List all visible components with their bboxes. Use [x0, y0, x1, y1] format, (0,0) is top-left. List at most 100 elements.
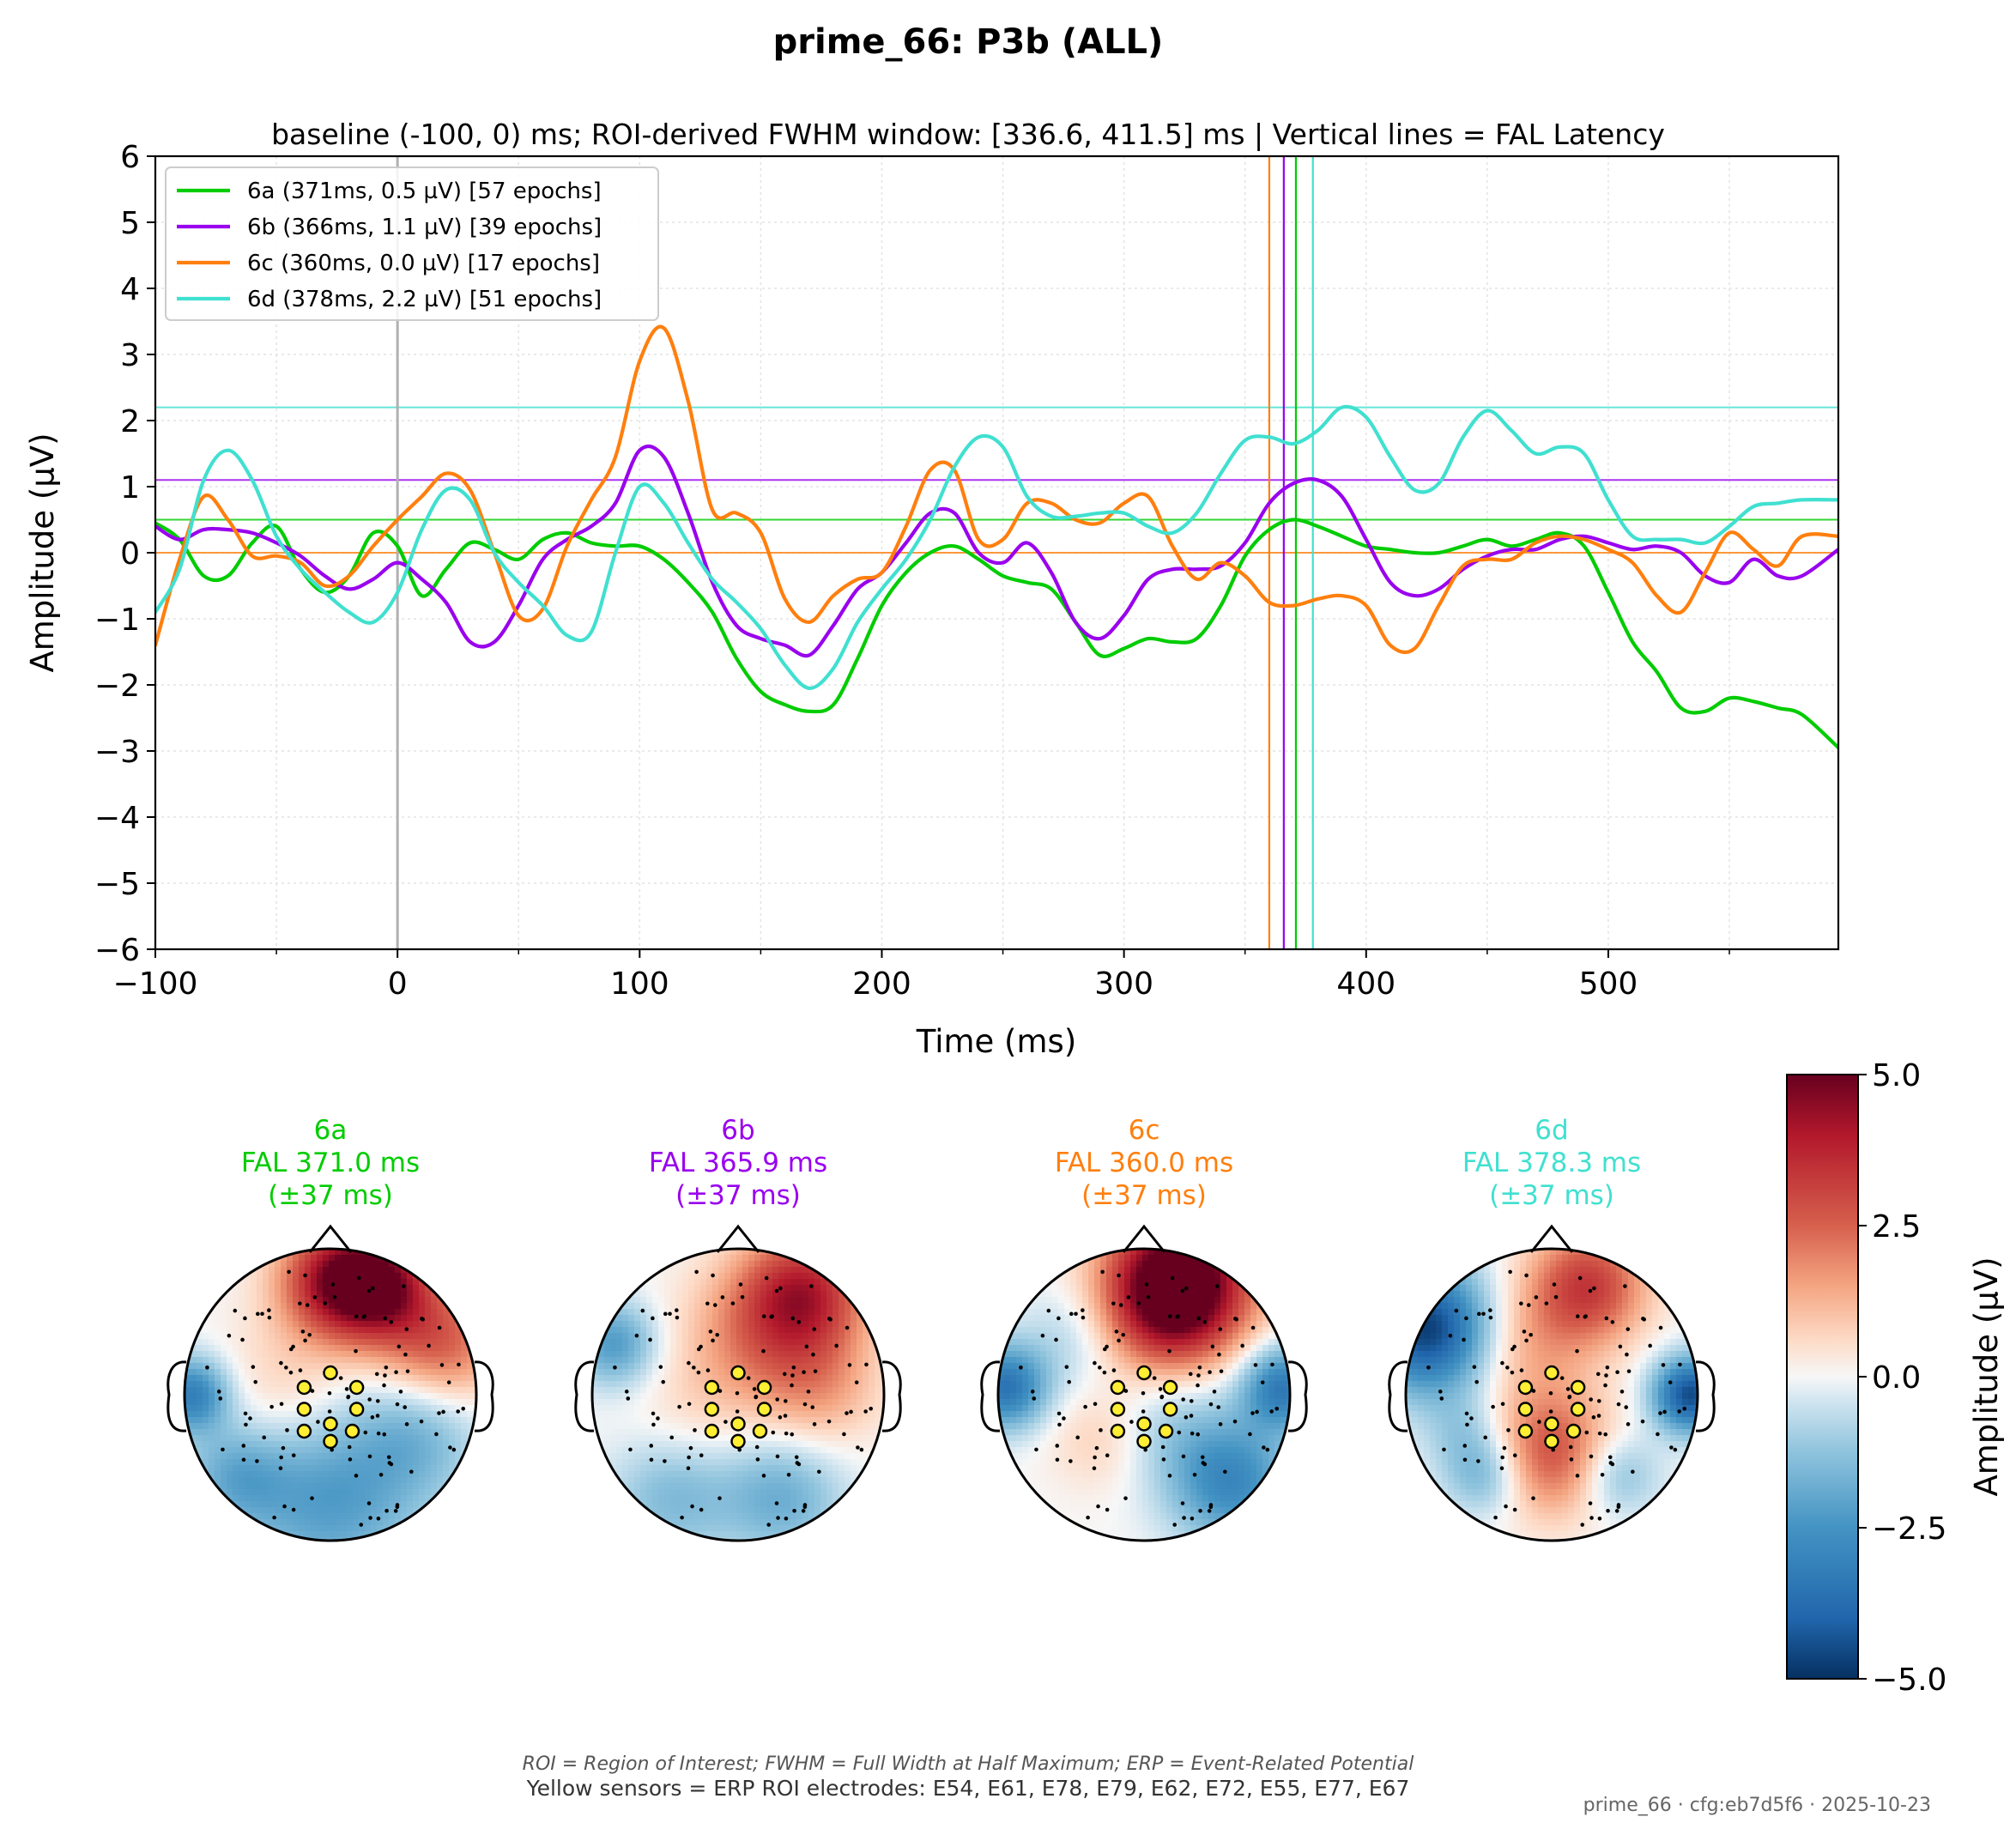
sensor-dot — [403, 1405, 408, 1409]
sensor-dot — [1223, 1469, 1227, 1475]
left-ear-outline — [166, 1360, 187, 1432]
roi-sensor — [1517, 1423, 1534, 1439]
sensor-dot — [687, 1360, 691, 1366]
sensor-dot — [675, 1308, 679, 1312]
sensor-dot — [441, 1409, 445, 1414]
roi-sensor — [1110, 1423, 1126, 1439]
series-lines — [155, 324, 1838, 750]
sensor-dot — [1083, 1404, 1087, 1409]
sensor-dot — [310, 1389, 315, 1393]
sensor-dot — [1190, 1431, 1195, 1436]
sensor-dot — [854, 1380, 859, 1384]
sensor-dot — [205, 1366, 209, 1370]
sensor-dot — [1603, 1383, 1607, 1388]
sensor-dot — [1589, 1397, 1593, 1402]
sensor-dot — [1506, 1428, 1510, 1432]
sensor-dot — [1181, 1454, 1186, 1459]
sensor-dot — [1526, 1303, 1531, 1307]
sensor-dot — [279, 1455, 283, 1460]
sensor-dot — [661, 1379, 666, 1384]
sensor-dot — [790, 1383, 794, 1388]
sensor-dot — [1219, 1369, 1224, 1373]
y-tick-label: 1 — [120, 470, 140, 506]
sensor-dot — [784, 1516, 789, 1521]
sensor-dot — [1255, 1409, 1259, 1414]
sensor-dot — [1464, 1316, 1468, 1321]
sensor-dot — [754, 1394, 759, 1399]
roi-sensor — [1517, 1379, 1534, 1396]
footnote-abbreviations: ROI = Region of Interest; FWHM = Full Wi… — [523, 1753, 1414, 1775]
sensor-dot — [1600, 1472, 1605, 1477]
sensor-dot — [796, 1320, 802, 1324]
sensor-dot — [1067, 1379, 1072, 1384]
sensor-dot — [1217, 1352, 1221, 1357]
sensor-dot — [761, 1474, 766, 1478]
sensor-dot — [1030, 1390, 1035, 1394]
sensor-dot — [1190, 1516, 1195, 1521]
y-tick-label: 4 — [120, 272, 140, 307]
sensor-dot — [624, 1390, 629, 1394]
sensor-dot — [1141, 1390, 1146, 1396]
sensor-dot — [864, 1362, 869, 1367]
sensor-dot — [669, 1435, 675, 1440]
sensor-dot — [439, 1363, 445, 1367]
sensor-dot — [427, 1343, 431, 1348]
sensor-dot — [1512, 1453, 1517, 1457]
topomap-pm-label: (±37 ms) — [675, 1180, 801, 1211]
sensor-dot — [1274, 1406, 1280, 1411]
sensor-dot — [1575, 1348, 1579, 1354]
sensor-dot — [711, 1338, 715, 1343]
sensor-dot — [680, 1515, 684, 1520]
figure-suptitle: prime_66: P3b (ALL) — [773, 22, 1164, 62]
sensor-dot — [740, 1294, 745, 1299]
sensor-dot — [1544, 1301, 1549, 1305]
sensor-dot — [1481, 1311, 1486, 1317]
sensor-dot — [287, 1269, 291, 1275]
roi-sensors — [1517, 1365, 1586, 1450]
sensor-dot — [383, 1316, 388, 1321]
sensor-dot — [1208, 1505, 1214, 1510]
sensor-dot — [677, 1404, 681, 1409]
sensor-dot — [448, 1445, 452, 1450]
sensor-dot — [675, 1315, 680, 1320]
roi-sensor — [348, 1379, 365, 1396]
head-outline — [996, 1247, 1292, 1542]
sensor-dot — [1093, 1402, 1098, 1407]
sensor-dot — [1253, 1363, 1258, 1367]
roi-sensor — [1110, 1379, 1126, 1396]
sensor-dot — [327, 1390, 332, 1396]
sensor-dot — [363, 1430, 368, 1435]
sensor-dot — [648, 1337, 652, 1342]
sensor-dot — [1584, 1430, 1589, 1435]
sensor-dot — [366, 1288, 372, 1293]
sensor-dot — [279, 1360, 283, 1366]
sensor-dot — [382, 1432, 387, 1437]
sensor-dot — [1623, 1284, 1627, 1288]
sensor-dot — [1123, 1389, 1129, 1393]
right-ear-outline — [1287, 1360, 1308, 1432]
sensor-dot — [764, 1275, 769, 1281]
sensor-dots — [205, 1269, 466, 1527]
sensor-dot — [1519, 1301, 1523, 1306]
sensor-dot — [240, 1337, 245, 1342]
sensor-dot — [1207, 1509, 1212, 1513]
sensor-dot — [705, 1368, 711, 1372]
sensor-dot — [1519, 1368, 1524, 1372]
sensor-dot — [1152, 1376, 1157, 1380]
y-axis-label: Amplitude (µV) — [24, 433, 61, 672]
sensor-dot — [1512, 1507, 1517, 1512]
sensor-dot — [1656, 1432, 1660, 1437]
sensor-dots — [1426, 1269, 1687, 1527]
sensor-dot — [1146, 1294, 1151, 1299]
sensor-dot — [790, 1432, 795, 1437]
topomap-fal-label: FAL 371.0 ms — [241, 1148, 420, 1178]
y-tick-label: 0 — [120, 536, 140, 572]
series-line-6a — [155, 518, 1838, 750]
sensor-dot — [771, 1430, 776, 1435]
sensor-dot — [367, 1397, 372, 1402]
sensor-dot — [1102, 1370, 1107, 1375]
sensor-dot — [1553, 1294, 1559, 1299]
roi-sensor — [1162, 1379, 1178, 1396]
sensor-dot — [1093, 1455, 1097, 1460]
sensor-dot — [770, 1314, 775, 1318]
